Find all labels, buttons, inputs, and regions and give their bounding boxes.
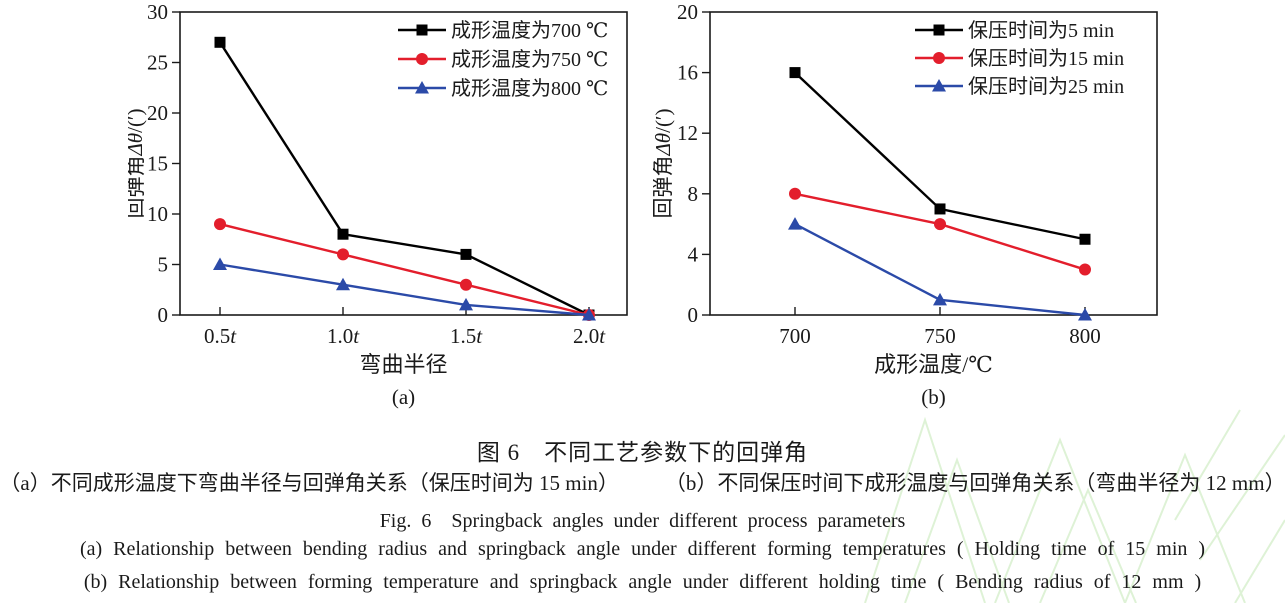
y-tick-label: 20	[147, 101, 168, 125]
legend-marker	[932, 79, 946, 92]
legend-item-label: 保压时间为15 min	[968, 47, 1124, 70]
y-tick-label: 30	[147, 0, 168, 24]
data-point	[213, 257, 227, 270]
x-axis-title: 成形温度/℃	[874, 352, 993, 377]
data-point	[582, 308, 596, 321]
plot-frame	[709, 11, 1158, 316]
figure-title-zh: 图 6 不同工艺参数下的回弹角	[476, 440, 809, 465]
data-point	[789, 67, 801, 79]
chart-a: 0 5 10 15 20 25 30 0.5t 1.0t 1.5t 2.0t 成形温度为700 ℃ 成形…	[128, 0, 628, 409]
x-tick-label: 1.5t	[450, 324, 483, 348]
series-line	[219, 263, 590, 317]
legend-marker	[933, 52, 945, 64]
data-point	[1079, 233, 1091, 245]
y-tick-label: 5	[158, 253, 169, 277]
y-tick-label: 10	[147, 202, 168, 226]
data-point	[214, 218, 226, 231]
y-tick-label: 4	[688, 242, 699, 266]
subplot-label: (b)	[921, 385, 946, 409]
x-tick-label: 2.0t	[573, 324, 606, 348]
legend-item-label: 保压时间为25 min	[968, 75, 1124, 98]
series-line	[218, 41, 590, 317]
subcaption-zh-a: （a）不同成形温度下弯曲半径与回弹角关系（保压时间为 15 min）	[0, 471, 619, 495]
legend-item-label: 成形温度为800 ℃	[451, 77, 608, 100]
y-tick-label: 25	[147, 51, 168, 75]
y-tick-label: 8	[688, 182, 699, 206]
x-tick-label: 700	[779, 324, 811, 348]
legend-item-label: 成形温度为700 ℃	[451, 19, 608, 42]
data-point	[789, 187, 801, 200]
y-tick-label: 0	[688, 303, 699, 327]
data-point	[1078, 308, 1092, 321]
data-point	[934, 218, 946, 231]
x-tick-label: 750	[924, 324, 956, 348]
data-point	[336, 277, 350, 291]
y-tick-label: 15	[147, 152, 168, 176]
legend-marker	[933, 24, 945, 36]
x-axis-title: 弯曲半径	[359, 352, 447, 377]
series-line	[219, 222, 590, 317]
y-tick-label: 20	[677, 0, 698, 24]
data-point	[214, 36, 226, 48]
legend-item-label: 成形温度为750 ℃	[451, 48, 608, 71]
figure-title-en: Fig. 6 Springback angles under different…	[379, 510, 906, 532]
y-tick-label: 16	[677, 61, 698, 85]
data-point	[337, 248, 349, 261]
y-axis-title: 回弹角Δθ/(′)	[653, 108, 675, 218]
y-tick-label: 0	[158, 303, 169, 327]
legend-item-label: 保压时间为5 min	[968, 19, 1114, 42]
data-point	[1079, 263, 1091, 276]
subcaption-en-a: (a) Relationship between bending radius …	[79, 538, 1206, 560]
x-tick-label: 0.5t	[204, 324, 237, 348]
data-point	[459, 297, 473, 311]
subcaption-en-b: (b) Relationship between forming tempera…	[83, 571, 1202, 593]
legend-marker	[416, 53, 428, 65]
y-tick-label: 12	[677, 121, 698, 145]
legend-marker	[416, 24, 428, 36]
data-point	[934, 203, 946, 215]
x-tick-label: 1.0t	[327, 324, 360, 348]
chart-b: 0 4 8 12 16 20 700 750 800 保压时间为5 min 保压时间为15 min 保…	[653, 0, 1158, 409]
data-point	[788, 217, 802, 230]
data-point	[460, 248, 472, 260]
figure-subcaptions-zh: （a）不同成形温度下弯曲半径与回弹角关系（保压时间为 15 min） （b）不同…	[0, 467, 1285, 497]
x-tick-label: 800	[1069, 324, 1101, 348]
data-point	[460, 278, 472, 291]
data-point	[337, 228, 349, 240]
subplot-label: (a)	[392, 385, 415, 409]
legend-marker	[415, 81, 429, 94]
subcaption-zh-b: （b）不同保压时间下成形温度与回弹角关系（弯曲半径为 12 mm）	[664, 471, 1285, 495]
y-axis-title: 回弹角Δθ/(′)	[128, 108, 147, 218]
data-point	[933, 292, 947, 306]
